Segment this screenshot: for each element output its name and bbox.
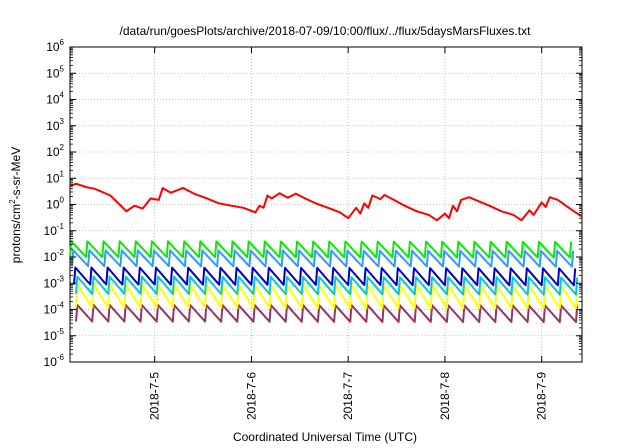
y-axis-label: protons/cm2-s-sr-MeV	[8, 147, 23, 263]
y-tick-base: 10	[46, 171, 60, 185]
y-tick-exponent: -3	[57, 274, 65, 283]
y-tick-label: 10-1	[44, 222, 65, 238]
series-line-0	[69, 182, 583, 222]
series-line-1	[69, 240, 573, 259]
series-line-3	[73, 266, 577, 287]
y-tick-base: 10	[44, 329, 58, 343]
series-line-5	[75, 283, 579, 310]
x-tick-label: 2018-7-9	[535, 372, 549, 420]
y-tick-label: 100	[46, 196, 64, 212]
y-tick-label: 105	[46, 64, 64, 80]
y-tick-exponent: -4	[57, 301, 65, 310]
series-line-2	[71, 249, 575, 268]
y-tick-base: 10	[46, 119, 60, 133]
y-tick-label: 10-4	[44, 301, 65, 317]
y-tick-exponent: 2	[60, 143, 65, 152]
y-tick-label: 10-3	[44, 274, 65, 290]
y-tick-base: 10	[44, 224, 58, 238]
y-axis-label-pre: protons/cm	[9, 204, 23, 263]
y-axis-label-post: -s-sr-MeV	[9, 147, 23, 200]
y-tick-base: 10	[46, 40, 60, 54]
y-tick-exponent: 1	[60, 169, 65, 178]
y-tick-base: 10	[46, 145, 60, 159]
y-tick-base: 10	[46, 93, 60, 107]
y-tick-label: 10-5	[44, 327, 65, 343]
y-tick-base: 10	[44, 250, 58, 264]
y-axis-label-sup: 2	[8, 199, 17, 204]
y-tick-label: 103	[46, 117, 64, 133]
y-tick-exponent: 5	[60, 64, 65, 73]
y-tick-exponent: -2	[57, 248, 65, 257]
y-tick-label: 10-2	[44, 248, 65, 264]
x-tick-label: 2018-7-5	[148, 372, 162, 420]
y-tick-base: 10	[44, 276, 58, 290]
y-tick-exponent: 0	[60, 196, 65, 205]
y-tick-exponent: 6	[60, 38, 65, 47]
y-tick-base: 10	[44, 303, 58, 317]
y-tick-exponent: -6	[57, 353, 65, 362]
y-tick-exponent: 3	[60, 117, 65, 126]
x-tick-label: 2018-7-8	[438, 372, 452, 420]
y-tick-label: 10-6	[44, 353, 65, 369]
y-axis-ticks: 10-610-510-410-310-210-11001011021031041…	[44, 38, 582, 369]
series-line-4	[75, 275, 579, 296]
y-tick-base: 10	[46, 66, 60, 80]
y-tick-label: 102	[46, 143, 64, 159]
y-tick-base: 10	[46, 198, 60, 212]
y-tick-exponent: -1	[57, 222, 65, 231]
y-tick-label: 106	[46, 38, 64, 54]
y-tick-label: 101	[46, 169, 64, 185]
chart-title: /data/run/goesPlots/archive/2018-07-09/1…	[120, 24, 532, 38]
y-tick-label: 104	[46, 91, 64, 107]
x-tick-label: 2018-7-6	[244, 372, 258, 420]
x-axis-label: Coordinated Universal Time (UTC)	[233, 430, 417, 444]
y-tick-exponent: 4	[60, 91, 65, 100]
x-tick-label: 2018-7-7	[341, 372, 355, 420]
y-tick-exponent: -5	[57, 327, 65, 336]
series-line-6	[75, 303, 579, 324]
x-axis-ticks: 2018-7-5 2018-7-6 2018-7-7 2018-7-8 2018-7-9	[148, 47, 549, 420]
series-group	[69, 182, 583, 324]
y-tick-base: 10	[44, 355, 58, 369]
